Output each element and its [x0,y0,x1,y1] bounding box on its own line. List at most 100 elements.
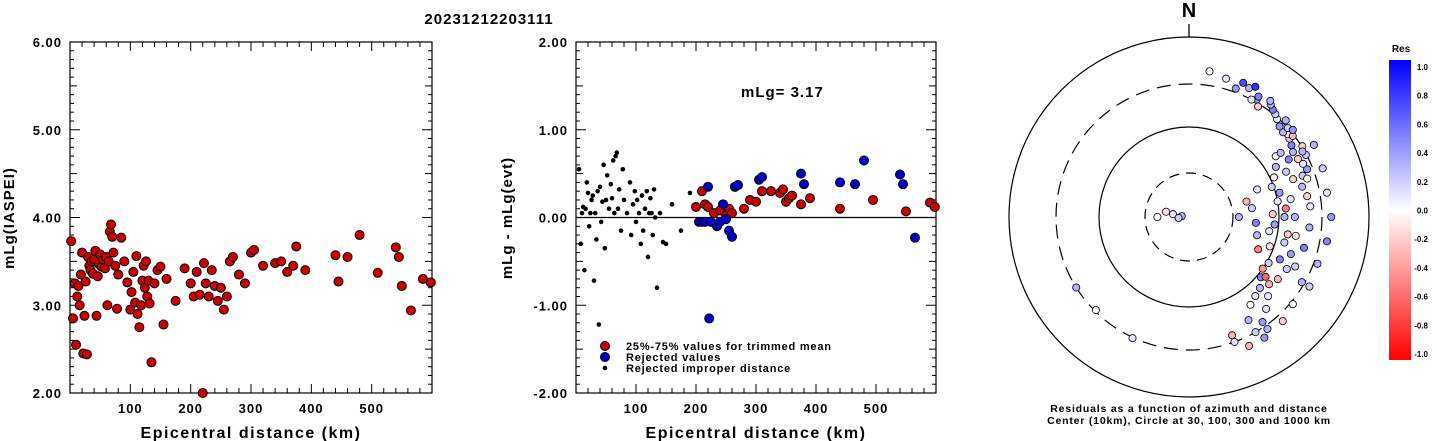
colorbar-tick-label: 0.8 [1417,92,1429,101]
north-label: N [1182,0,1196,22]
station-point [1254,92,1263,101]
colorbar-tick-label: 0.6 [1417,120,1429,129]
data-point [739,203,749,214]
data-point [624,210,630,216]
station-point [1245,341,1254,350]
panel-magnitude: 2.00 3.00 4.00 5.00 6.00 100 200 300 400 500 Epi… [1,35,436,441]
panel-polar: N Residuals as a function of azimuth and… [1008,0,1370,427]
x-tick-label: 100 [118,401,143,416]
data-point [585,190,591,196]
data-point [604,173,610,178]
data-point [597,184,603,190]
data-point [850,179,860,190]
data-point [616,187,622,192]
data-point [595,188,600,194]
y-tick-label: -1.00 [533,298,568,313]
station-point [1297,278,1306,287]
station-point [1281,116,1290,125]
legend-label-rejected: Rejected values [626,352,721,364]
data-point [630,202,636,207]
magnitude-annotation: mLg= 3.17 [741,84,824,101]
station-point [1289,175,1298,184]
data-point [134,322,145,333]
x-axis-label: Epicentral distance (km) [646,425,867,441]
data-point [131,251,142,262]
station-point [1322,188,1331,197]
station-point [1251,292,1260,301]
x-tick-label: 400 [804,401,829,416]
data-point [721,214,731,225]
station-point [1309,140,1318,149]
data-point [132,309,143,320]
station-point [1306,202,1315,211]
station-point [1231,84,1240,93]
data-point [704,313,715,324]
station-point [1299,159,1308,168]
data-point [258,260,269,271]
data-point [191,266,202,277]
data-point [634,197,640,203]
data-point [718,199,728,210]
station-point [1283,230,1292,239]
station-point [1162,207,1171,216]
data-point [582,267,587,273]
legend-marker-trimmed [600,341,610,351]
data-point [72,291,83,302]
station-point [1280,212,1289,221]
station-point [1273,275,1282,284]
tick-marks [576,42,936,393]
data-point [146,357,157,368]
data-point [594,237,599,242]
station-point [1258,264,1267,273]
data-point [128,266,139,277]
data-point [102,300,113,311]
x-tick-label: 200 [684,401,709,416]
data-point [276,256,287,267]
data-point [727,231,737,242]
data-point [649,210,654,216]
y-tick-labels: -2.00 -1.00 0.00 1.00 2.00 [533,35,568,401]
legend-label-trimmed: 25%-75% values for trimmed mean [626,341,832,353]
station-point [1280,238,1289,247]
legend-marker-improper [602,365,608,371]
station-point [1268,210,1277,219]
station-point [1153,212,1162,221]
data-point [621,197,627,203]
data-point [663,241,669,247]
station-point [1244,316,1253,325]
x-tick-labels: 100 200 300 400 500 [118,401,383,416]
station-point [1205,67,1214,76]
station-point [1281,204,1290,213]
data-point [835,177,845,188]
data-point [799,179,809,190]
data-point [678,228,684,233]
colorbar-tick-label: 1.0 [1417,63,1429,72]
data-point [116,232,127,243]
y-tick-label: 4.00 [33,211,62,226]
data-point [586,223,592,229]
data-point [149,278,160,289]
data-point [898,179,908,190]
station-point [1222,74,1231,83]
station-point [1322,237,1331,246]
data-point [657,210,663,216]
station-point [1091,306,1100,315]
station-point [1288,300,1297,309]
data-point [628,232,634,238]
data-point [618,228,624,233]
data-point [633,219,639,225]
station-point [1234,212,1243,221]
data-point [787,190,797,201]
data-point [606,206,612,212]
station-point [1267,182,1276,191]
data-point [215,282,226,293]
data-point [654,285,660,291]
caption-line-2: Center (10km), Circle at 30, 100, 300 an… [1047,415,1331,427]
data-point [576,166,582,172]
x-tick-label: 400 [299,401,324,416]
data-point [113,269,124,280]
station-point [1246,300,1255,309]
legend-marker-rejected [600,352,610,362]
data-point [107,231,118,242]
data-point [239,278,250,289]
